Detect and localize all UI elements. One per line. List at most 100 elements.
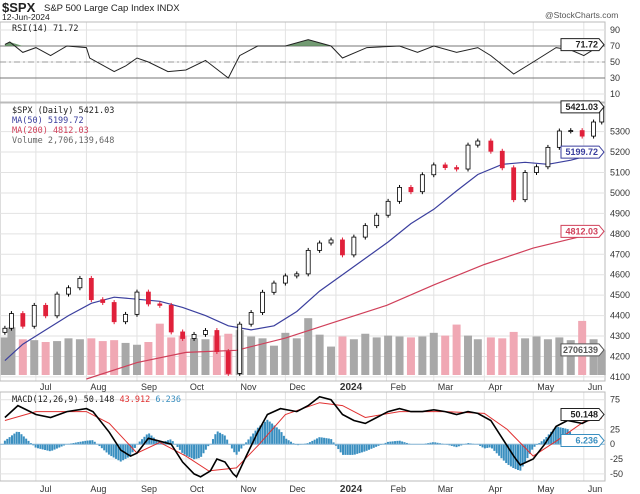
macd-histogram-bar <box>46 444 49 451</box>
price-legend: $SPX (Daily) 5421.03 <box>12 106 114 116</box>
macd-histogram-bar <box>193 444 196 460</box>
candle-body <box>66 287 71 295</box>
macd-histogram-bar <box>152 437 155 445</box>
macd-histogram-bar <box>84 440 87 445</box>
candle-body <box>374 214 380 227</box>
volume-bar <box>406 337 415 375</box>
macd-histogram-bar <box>185 444 188 456</box>
rsi-legend: RSI(14) 71.72 <box>12 24 79 34</box>
macd-histogram-bar <box>375 444 378 447</box>
macd-histogram-bar <box>498 444 501 456</box>
macd-histogram-bar <box>55 444 58 449</box>
macd-histogram-bar <box>429 442 432 445</box>
macd-histogram-bar <box>349 444 352 455</box>
macd-histogram-bar <box>195 444 198 459</box>
ma50-legend: MA(50) 5199.72 <box>12 116 84 126</box>
volume-bar <box>110 340 119 375</box>
macd-histogram-bar <box>91 440 94 445</box>
candle-body <box>591 121 596 137</box>
macd-histogram-bar <box>521 444 524 467</box>
candle-body <box>522 172 528 201</box>
macd-histogram-bar <box>453 444 456 447</box>
macd-histogram-bar <box>81 441 84 445</box>
candle-body <box>511 167 517 201</box>
macd-histogram-bar <box>533 444 536 447</box>
hist-value-tag: 6.236 <box>575 436 598 446</box>
macd-histogram-bar <box>327 438 330 445</box>
volume-bar <box>41 342 50 375</box>
macd-histogram-bar <box>337 444 340 450</box>
macd-histogram-bar <box>394 441 397 445</box>
macd-histogram-bar <box>358 444 361 454</box>
candle-body <box>88 277 94 301</box>
volume-bar <box>597 350 606 375</box>
macd-histogram-bar <box>427 443 430 445</box>
macd-histogram-bar <box>365 444 368 451</box>
macd-histogram-bar <box>342 444 345 455</box>
volume-bar <box>18 339 27 375</box>
macd-histogram-bar <box>351 444 354 455</box>
macd-panel-frame <box>0 391 606 482</box>
macd-histogram-bar <box>100 444 103 449</box>
rsi-value-tag-box <box>560 38 605 52</box>
macd-histogram-bar <box>554 426 557 445</box>
candle-body <box>385 200 391 216</box>
price-tick-label: 5000 <box>610 188 630 198</box>
macd-histogram-bar <box>524 444 527 463</box>
macd-histogram-bar <box>79 441 82 445</box>
index-name: S&P 500 Large Cap Index INDX <box>44 3 180 14</box>
volume-bar <box>144 342 153 375</box>
macd-histogram-bar <box>306 443 309 445</box>
macd-histogram-bar <box>207 444 210 447</box>
macd-legend-name: MACD(12,26,9) <box>12 395 79 405</box>
macd-histogram-bar <box>107 444 110 455</box>
macd-histogram-bar <box>448 444 451 446</box>
macd-histogram-bar <box>256 427 259 445</box>
volume-bar <box>201 339 210 375</box>
candle-body <box>168 304 174 333</box>
candle-body <box>351 236 357 256</box>
month-label: Oct <box>190 382 205 392</box>
candle-body <box>465 144 471 170</box>
month-label: Dec <box>289 484 306 494</box>
candle-body <box>20 313 26 327</box>
macd-histogram-bar <box>230 444 233 449</box>
candle-body <box>397 187 402 202</box>
macd-histogram-bar <box>538 443 541 445</box>
month-label: Jun <box>588 382 603 392</box>
macd-histogram-bar <box>481 444 484 448</box>
macd-histogram-bar <box>389 441 392 445</box>
price-tick-label: 4100 <box>610 372 630 382</box>
price-panel-frame <box>0 102 606 382</box>
macd-histogram-bar <box>263 421 266 445</box>
volume-bar <box>87 338 96 375</box>
candle-body <box>54 293 60 317</box>
macd-histogram-bar <box>167 440 170 445</box>
macd-histogram-bar <box>235 444 238 455</box>
macd-histogram-bar <box>133 444 136 448</box>
macd-histogram-bar <box>32 444 35 446</box>
macd-histogram-bar <box>110 444 113 457</box>
ma50-value-tag: 5199.72 <box>565 147 598 157</box>
candle-body <box>100 299 106 303</box>
macd-histogram-bar <box>233 444 236 453</box>
macd-histogram-bar <box>460 444 463 446</box>
candle-body <box>157 303 163 306</box>
macd-histogram-bar <box>455 444 458 448</box>
price-value-tag: 5421.03 <box>565 102 598 112</box>
volume-bar <box>30 340 39 375</box>
macd-histogram-bar <box>486 444 489 448</box>
macd-histogram-bar <box>20 434 23 445</box>
candle-body <box>123 313 128 323</box>
macd-value-tag-box <box>560 407 605 421</box>
macd-histogram-bar <box>105 444 108 453</box>
macd-histogram-bar <box>332 442 335 445</box>
candle-body <box>305 249 311 275</box>
price-tick-label: 4300 <box>610 331 630 341</box>
macd-histogram-bar <box>74 442 77 445</box>
macd-histogram-bar <box>356 444 359 454</box>
macd-histogram-bar <box>237 444 240 452</box>
ma200-legend: MA(200) 4812.03 <box>12 126 89 136</box>
macd-histogram-bar <box>41 444 44 450</box>
price-tick-label: 5100 <box>610 168 630 178</box>
